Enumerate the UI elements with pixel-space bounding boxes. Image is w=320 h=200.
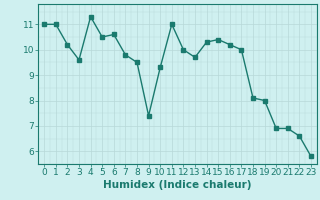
X-axis label: Humidex (Indice chaleur): Humidex (Indice chaleur)	[103, 180, 252, 190]
